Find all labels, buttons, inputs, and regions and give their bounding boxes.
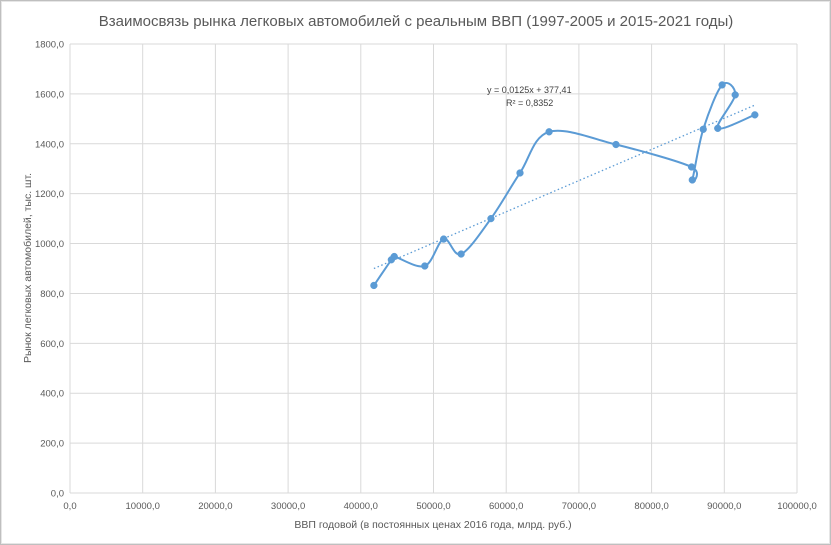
x-tick-label: 90000,0 xyxy=(707,501,741,512)
data-point xyxy=(390,252,398,261)
x-tick-label: 20000,0 xyxy=(198,501,232,512)
data-series xyxy=(370,81,759,290)
y-tick-label: 0,0 xyxy=(51,489,64,500)
trendline-equation: y = 0,0125x + 377,41 xyxy=(487,85,572,95)
horizontal-gridlines xyxy=(70,43,797,494)
data-point xyxy=(516,169,524,177)
x-tick-label: 40000,0 xyxy=(344,501,378,512)
data-point xyxy=(421,262,429,270)
x-tick-label: 30000,0 xyxy=(271,501,305,512)
x-tick-label: 60000,0 xyxy=(489,501,523,512)
x-tick-label: 0,0 xyxy=(63,501,76,512)
x-tick-label: 100000,0 xyxy=(777,501,817,512)
data-point xyxy=(440,235,448,243)
x-tick-label: 10000,0 xyxy=(126,501,160,512)
trendline-line xyxy=(373,104,756,270)
data-point xyxy=(545,128,553,136)
data-point xyxy=(714,124,722,132)
trendline xyxy=(373,104,756,270)
vertical-gridlines xyxy=(69,44,798,493)
data-point xyxy=(718,81,726,89)
y-tick-label: 1000,0 xyxy=(35,239,64,250)
y-tick-label: 600,0 xyxy=(40,339,64,350)
y-tick-label: 800,0 xyxy=(40,289,64,300)
y-tick-label: 1400,0 xyxy=(35,139,64,150)
series-line xyxy=(372,82,756,287)
y-tick-label: 1800,0 xyxy=(35,40,64,51)
y-tick-label: 1600,0 xyxy=(35,89,64,100)
data-point xyxy=(699,125,707,133)
x-tick-label: 80000,0 xyxy=(634,501,668,512)
x-tick-label: 50000,0 xyxy=(416,501,450,512)
y-tick-label: 1200,0 xyxy=(35,189,64,200)
y-axis-label: Рынок легковых автомобилей, тыс. шт. xyxy=(22,173,34,363)
data-point xyxy=(731,91,739,99)
x-axis-label: ВВП годовой (в постоянных ценах 2016 год… xyxy=(294,519,571,531)
data-point xyxy=(370,281,378,290)
trendline-r-squared: R² = 0,8352 xyxy=(506,98,553,108)
chart-title: Взаимосвязь рынка легковых автомобилей с… xyxy=(99,13,734,30)
data-point xyxy=(457,250,465,258)
y-tick-label: 200,0 xyxy=(40,439,64,450)
data-point xyxy=(687,163,696,171)
data-point xyxy=(688,176,696,184)
y-tick-label: 400,0 xyxy=(40,389,64,400)
data-point xyxy=(487,214,495,223)
data-point xyxy=(612,140,620,149)
x-axis-tick-labels: 0,0 10000,0 20000,0 30000,0 40000,0 50000,0 60… xyxy=(63,501,816,512)
data-point xyxy=(751,111,759,119)
y-axis-tick-labels: 0,0 200,0 400,0 600,0 800,0 1000,0 1200,0 1400,… xyxy=(35,40,64,500)
x-tick-label: 70000,0 xyxy=(562,501,596,512)
